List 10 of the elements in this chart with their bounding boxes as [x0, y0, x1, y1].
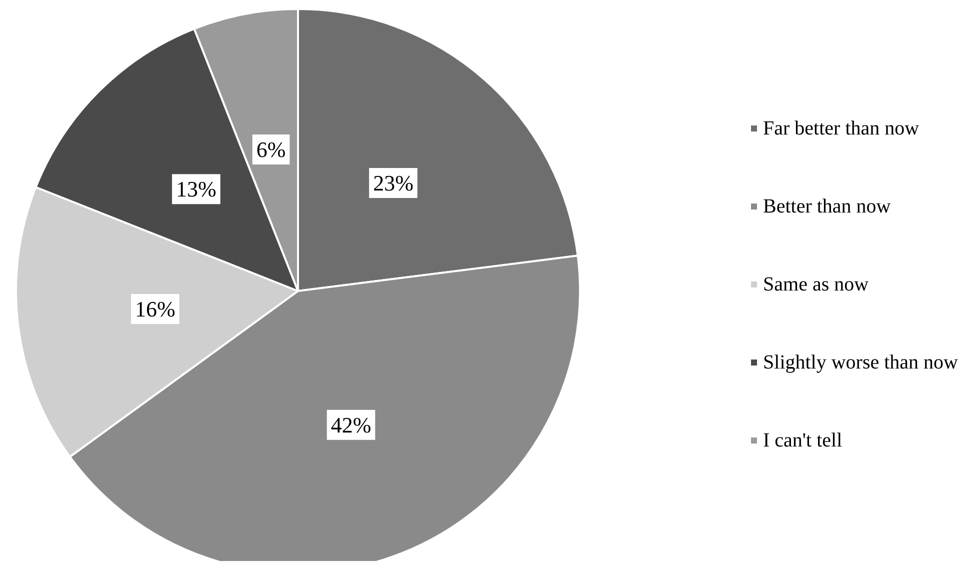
data-label: 13% — [176, 176, 216, 202]
legend-label: Slightly worse than now — [763, 352, 959, 374]
data-label: 23% — [373, 170, 414, 196]
legend-label: Better than now — [763, 196, 892, 218]
legend-label: I can't tell — [763, 430, 843, 452]
legend-label: Far better than now — [763, 118, 920, 140]
data-label: 6% — [256, 137, 286, 162]
data-label: 16% — [134, 296, 176, 322]
data-label: 42% — [330, 412, 372, 438]
legend-label: Same as now — [763, 274, 870, 296]
